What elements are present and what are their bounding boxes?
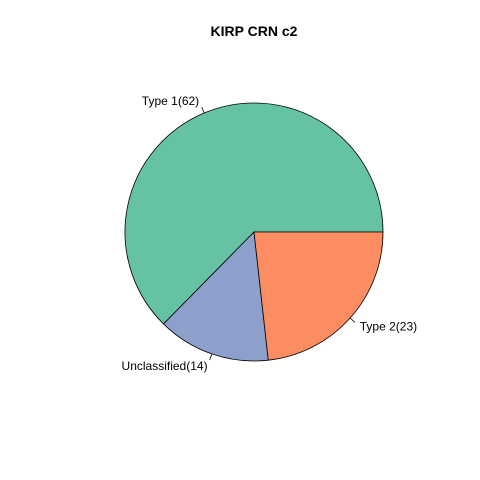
- chart-title: KIRP CRN c2: [211, 23, 298, 39]
- slice-label: Unclassified(14): [122, 359, 208, 373]
- pie-slices: [124, 102, 384, 362]
- pie-slice-unclassified: [162, 231, 269, 362]
- pie-slice-type-2: [253, 231, 384, 361]
- pie-labels: Type 1(62) Unclassified(14) Type 2(23): [122, 94, 418, 373]
- label-leader-line: [209, 353, 213, 361]
- label-leader-line: [201, 106, 205, 114]
- label-leader-line: [349, 317, 356, 323]
- slice-label: Type 2(23): [360, 320, 417, 334]
- slice-label: Type 1(62): [142, 94, 199, 108]
